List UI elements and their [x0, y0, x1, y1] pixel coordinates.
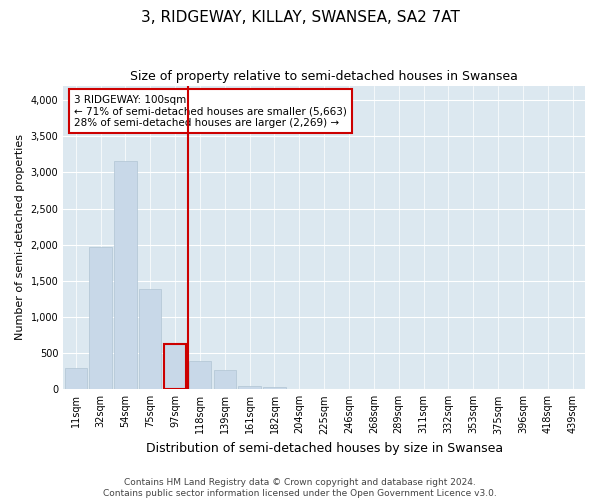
Bar: [139, 289, 161, 390]
Bar: [164, 344, 186, 390]
Y-axis label: Number of semi-detached properties: Number of semi-detached properties: [15, 134, 25, 340]
Bar: [89, 247, 112, 390]
Text: 3 RIDGEWAY: 100sqm
← 71% of semi-detached houses are smaller (5,663)
28% of semi: 3 RIDGEWAY: 100sqm ← 71% of semi-detache…: [74, 94, 347, 128]
X-axis label: Distribution of semi-detached houses by size in Swansea: Distribution of semi-detached houses by …: [146, 442, 503, 455]
Bar: [65, 368, 87, 390]
Title: Size of property relative to semi-detached houses in Swansea: Size of property relative to semi-detach…: [130, 70, 518, 83]
Text: Contains HM Land Registry data © Crown copyright and database right 2024.
Contai: Contains HM Land Registry data © Crown c…: [103, 478, 497, 498]
Bar: [189, 361, 211, 390]
Bar: [238, 386, 261, 390]
Text: 3, RIDGEWAY, KILLAY, SWANSEA, SA2 7AT: 3, RIDGEWAY, KILLAY, SWANSEA, SA2 7AT: [140, 10, 460, 25]
Bar: [263, 387, 286, 390]
Bar: [214, 370, 236, 390]
Bar: [114, 162, 137, 390]
Bar: [288, 388, 310, 390]
